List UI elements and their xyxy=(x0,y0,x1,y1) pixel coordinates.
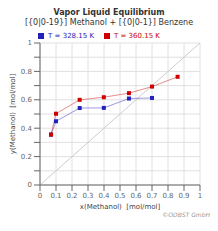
svg-text:0.8: 0.8 xyxy=(162,192,173,200)
svg-text:0.4: 0.4 xyxy=(98,192,110,200)
html-text:T = 360.15 K: T = 360.15 K xyxy=(114,32,160,40)
html-text:[{0|0-19}] Methanol + [{0|0-1}: [{0|0-19}] Methanol + [{0|0-1}] Benzene xyxy=(24,18,194,27)
svg-text:0.2: 0.2 xyxy=(66,192,77,200)
svg-text:0.4: 0.4 xyxy=(21,125,33,133)
svg-text:0: 0 xyxy=(28,181,32,189)
svg-text:0.8: 0.8 xyxy=(21,68,32,76)
svg-text:1: 1 xyxy=(198,192,202,200)
svg-text:0.1: 0.1 xyxy=(50,192,61,200)
html-text:©ODBST GmbH: ©ODBST GmbH xyxy=(162,211,210,218)
svg-text:0.2: 0.2 xyxy=(21,153,32,161)
svg-text:0: 0 xyxy=(38,192,42,200)
html-text:T = 328.15 K: T = 328.15 K xyxy=(48,32,94,40)
svg-text:0.5: 0.5 xyxy=(114,192,125,200)
svg-text:y(Methanol) [mol/mol]: y(Methanol) [mol/mol] xyxy=(9,74,17,155)
svg-text:0.6: 0.6 xyxy=(21,96,33,104)
svg-text:0.6: 0.6 xyxy=(130,192,142,200)
html-text:Vapor Liquid Equilibrium: Vapor Liquid Equilibrium xyxy=(53,8,165,17)
svg-text:0.3: 0.3 xyxy=(82,192,93,200)
svg-text:0.9: 0.9 xyxy=(178,192,189,200)
svg-text:x(Methanol) [mol/mol]: x(Methanol) [mol/mol] xyxy=(80,203,161,211)
svg-text:1: 1 xyxy=(28,39,32,47)
svg-text:0.7: 0.7 xyxy=(146,192,157,200)
